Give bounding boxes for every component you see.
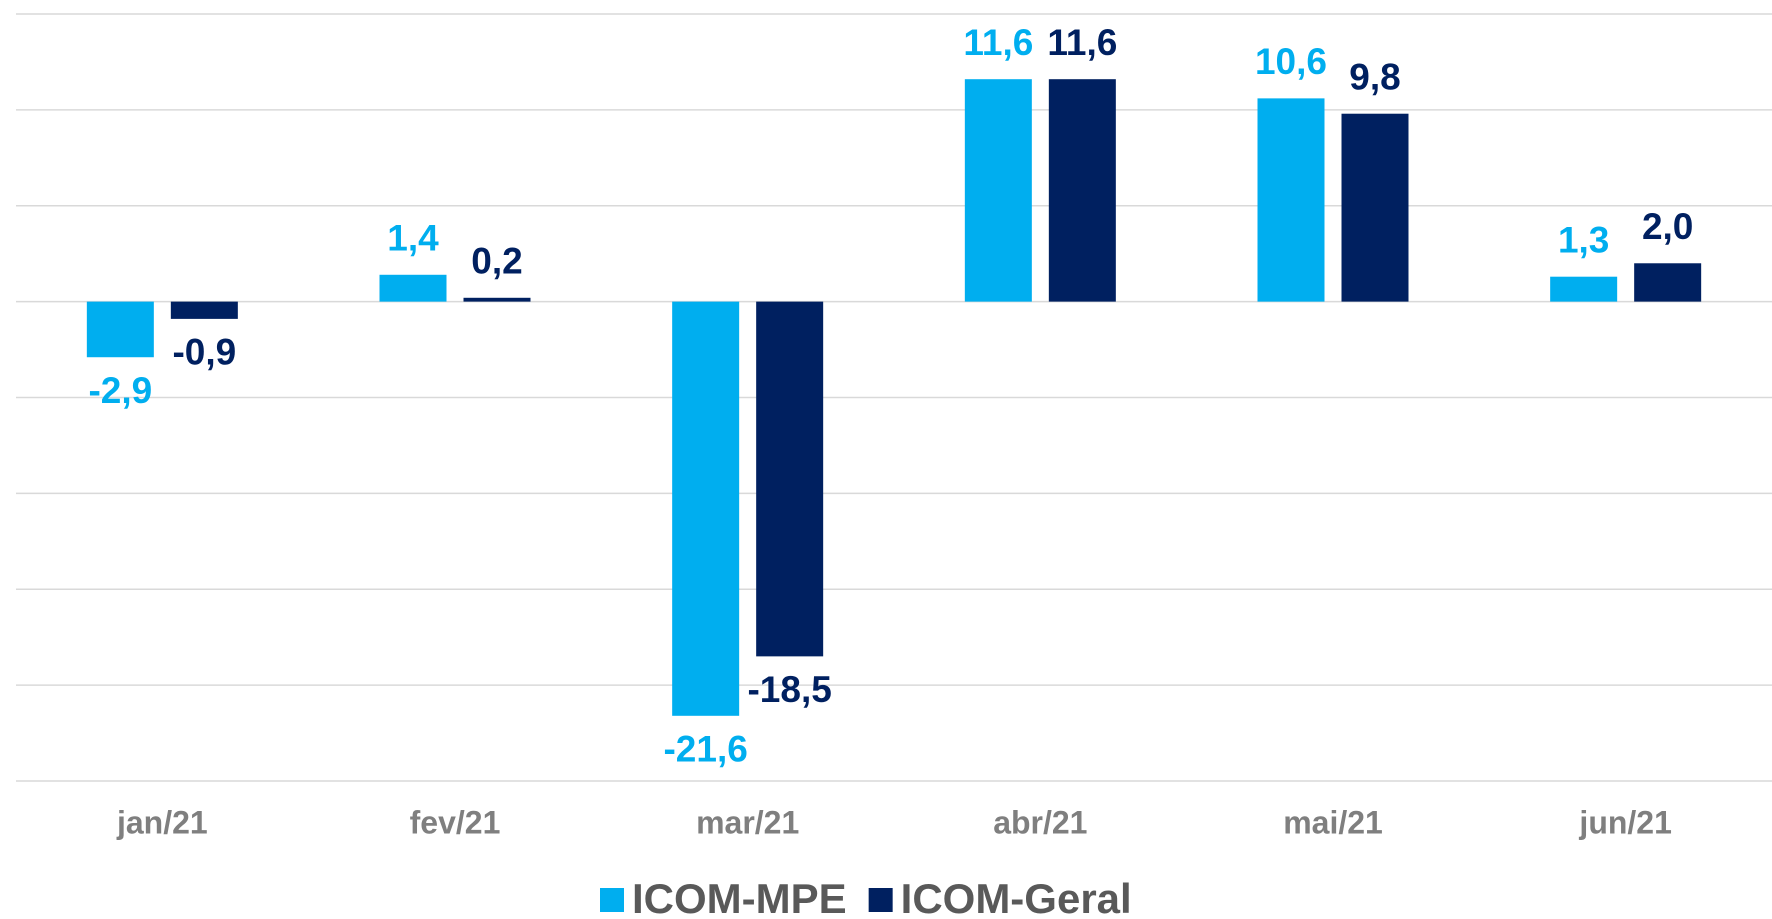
data-label: 10,6: [1255, 41, 1327, 82]
x-tick-label: jun/21: [1578, 804, 1671, 840]
data-label: -0,9: [172, 332, 236, 373]
data-label: 2,0: [1642, 206, 1693, 247]
data-label: 0,2: [471, 241, 522, 282]
legend-swatch: [868, 888, 893, 912]
data-label: 11,6: [963, 22, 1033, 63]
bar: [170, 301, 238, 319]
bar: [756, 301, 824, 657]
bar: [86, 301, 154, 358]
bar: [672, 301, 740, 716]
bar: [463, 297, 531, 302]
data-label: -18,5: [747, 669, 831, 710]
data-label: -2,9: [88, 370, 152, 411]
bar: [379, 274, 447, 302]
x-tick-label: jan/21: [116, 804, 208, 840]
bar: [1048, 79, 1116, 302]
bar: [964, 79, 1032, 302]
x-tick-label: mar/21: [696, 804, 799, 840]
data-label: 1,3: [1558, 219, 1609, 260]
data-label: 1,4: [387, 218, 439, 259]
bar: [1634, 263, 1702, 302]
x-tick-label: fev/21: [410, 804, 501, 840]
data-label: 11,6: [1047, 22, 1117, 63]
data-label: -21,6: [663, 729, 747, 770]
legend-label: ICOM-MPE: [632, 875, 847, 919]
legend-swatch: [600, 888, 624, 912]
x-tick-label: abr/21: [993, 804, 1087, 840]
bar: [1550, 276, 1618, 302]
x-tick-label: mai/21: [1283, 804, 1383, 840]
legend-label: ICOM-Geral: [901, 875, 1132, 919]
data-label: 9,8: [1349, 56, 1400, 97]
bar: [1341, 113, 1409, 302]
bar: [1257, 98, 1325, 302]
